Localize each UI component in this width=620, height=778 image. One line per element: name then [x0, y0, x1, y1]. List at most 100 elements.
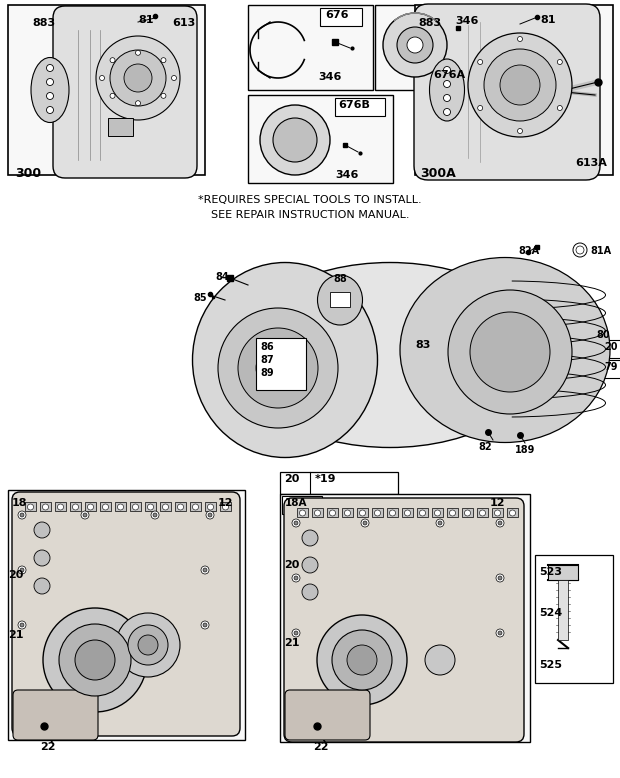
Circle shape — [438, 521, 442, 525]
Circle shape — [172, 75, 177, 80]
Circle shape — [389, 510, 396, 516]
Text: 883: 883 — [418, 18, 441, 28]
Circle shape — [496, 629, 504, 637]
Circle shape — [468, 33, 572, 137]
Text: 676B: 676B — [338, 100, 370, 110]
Text: 85: 85 — [193, 293, 206, 303]
Circle shape — [192, 504, 198, 510]
Text: 12: 12 — [490, 498, 505, 508]
Circle shape — [576, 246, 584, 254]
Bar — [297, 508, 308, 517]
Circle shape — [518, 37, 523, 41]
Circle shape — [99, 75, 105, 80]
Circle shape — [238, 328, 318, 408]
Bar — [220, 502, 231, 511]
Bar — [282, 496, 322, 514]
Circle shape — [383, 13, 447, 77]
Circle shape — [345, 510, 350, 516]
Circle shape — [302, 530, 318, 546]
Bar — [280, 494, 530, 742]
Bar — [357, 508, 368, 517]
Text: 87: 87 — [260, 355, 273, 365]
Circle shape — [498, 576, 502, 580]
Text: 18: 18 — [12, 498, 27, 508]
Text: 523: 523 — [539, 567, 562, 577]
Circle shape — [273, 118, 317, 162]
Circle shape — [477, 59, 482, 65]
Circle shape — [294, 576, 298, 580]
Circle shape — [374, 510, 381, 516]
Circle shape — [118, 504, 123, 510]
Circle shape — [110, 50, 166, 106]
Text: 20: 20 — [8, 570, 24, 580]
FancyBboxPatch shape — [285, 690, 370, 740]
Circle shape — [206, 511, 214, 519]
Text: *REQUIRES SPECIAL TOOLS TO INSTALL.: *REQUIRES SPECIAL TOOLS TO INSTALL. — [198, 195, 422, 205]
Text: 300: 300 — [15, 167, 41, 180]
Bar — [160, 502, 171, 511]
Circle shape — [43, 504, 48, 510]
Circle shape — [397, 27, 433, 63]
Circle shape — [102, 504, 108, 510]
Circle shape — [500, 65, 540, 105]
Bar — [548, 565, 578, 580]
Circle shape — [34, 522, 50, 538]
Circle shape — [498, 631, 502, 635]
Bar — [108, 118, 133, 136]
Circle shape — [58, 504, 63, 510]
Bar — [477, 508, 488, 517]
Bar — [462, 508, 473, 517]
Circle shape — [477, 106, 482, 110]
Circle shape — [136, 100, 141, 106]
Text: 12: 12 — [218, 498, 234, 508]
Circle shape — [20, 513, 24, 517]
Circle shape — [302, 584, 318, 600]
Text: 20: 20 — [284, 560, 299, 570]
Circle shape — [329, 510, 335, 516]
Circle shape — [404, 510, 410, 516]
Circle shape — [332, 630, 392, 690]
Text: 21: 21 — [8, 630, 24, 640]
Text: 676A: 676A — [433, 70, 465, 80]
Circle shape — [110, 58, 115, 63]
Text: 525: 525 — [539, 660, 562, 670]
Bar — [40, 502, 51, 511]
Circle shape — [425, 645, 455, 675]
Circle shape — [347, 645, 377, 675]
Text: 80: 80 — [596, 330, 609, 340]
FancyBboxPatch shape — [13, 690, 98, 740]
Circle shape — [464, 510, 471, 516]
Circle shape — [138, 635, 158, 655]
Circle shape — [96, 36, 180, 120]
Text: 21: 21 — [284, 638, 299, 648]
Circle shape — [360, 510, 366, 516]
Bar — [190, 502, 201, 511]
Text: 346: 346 — [455, 16, 479, 26]
Circle shape — [34, 550, 50, 566]
Circle shape — [46, 79, 53, 86]
Bar — [432, 508, 443, 517]
Bar — [600, 360, 620, 378]
Circle shape — [407, 37, 423, 53]
Circle shape — [443, 80, 451, 87]
Bar — [387, 508, 398, 517]
Bar — [85, 502, 96, 511]
Bar — [130, 502, 141, 511]
Circle shape — [18, 566, 26, 574]
Circle shape — [495, 510, 500, 516]
Circle shape — [208, 504, 213, 510]
Bar — [320, 8, 362, 26]
Circle shape — [496, 574, 504, 582]
Circle shape — [27, 504, 33, 510]
Circle shape — [510, 510, 515, 516]
Bar — [535, 555, 613, 683]
Circle shape — [256, 346, 300, 390]
Circle shape — [292, 574, 300, 582]
Circle shape — [314, 510, 321, 516]
Circle shape — [20, 568, 24, 572]
Text: 20: 20 — [604, 342, 618, 352]
FancyBboxPatch shape — [284, 498, 524, 742]
Bar — [558, 580, 568, 640]
Text: 81A: 81A — [590, 246, 611, 256]
Circle shape — [46, 107, 53, 114]
